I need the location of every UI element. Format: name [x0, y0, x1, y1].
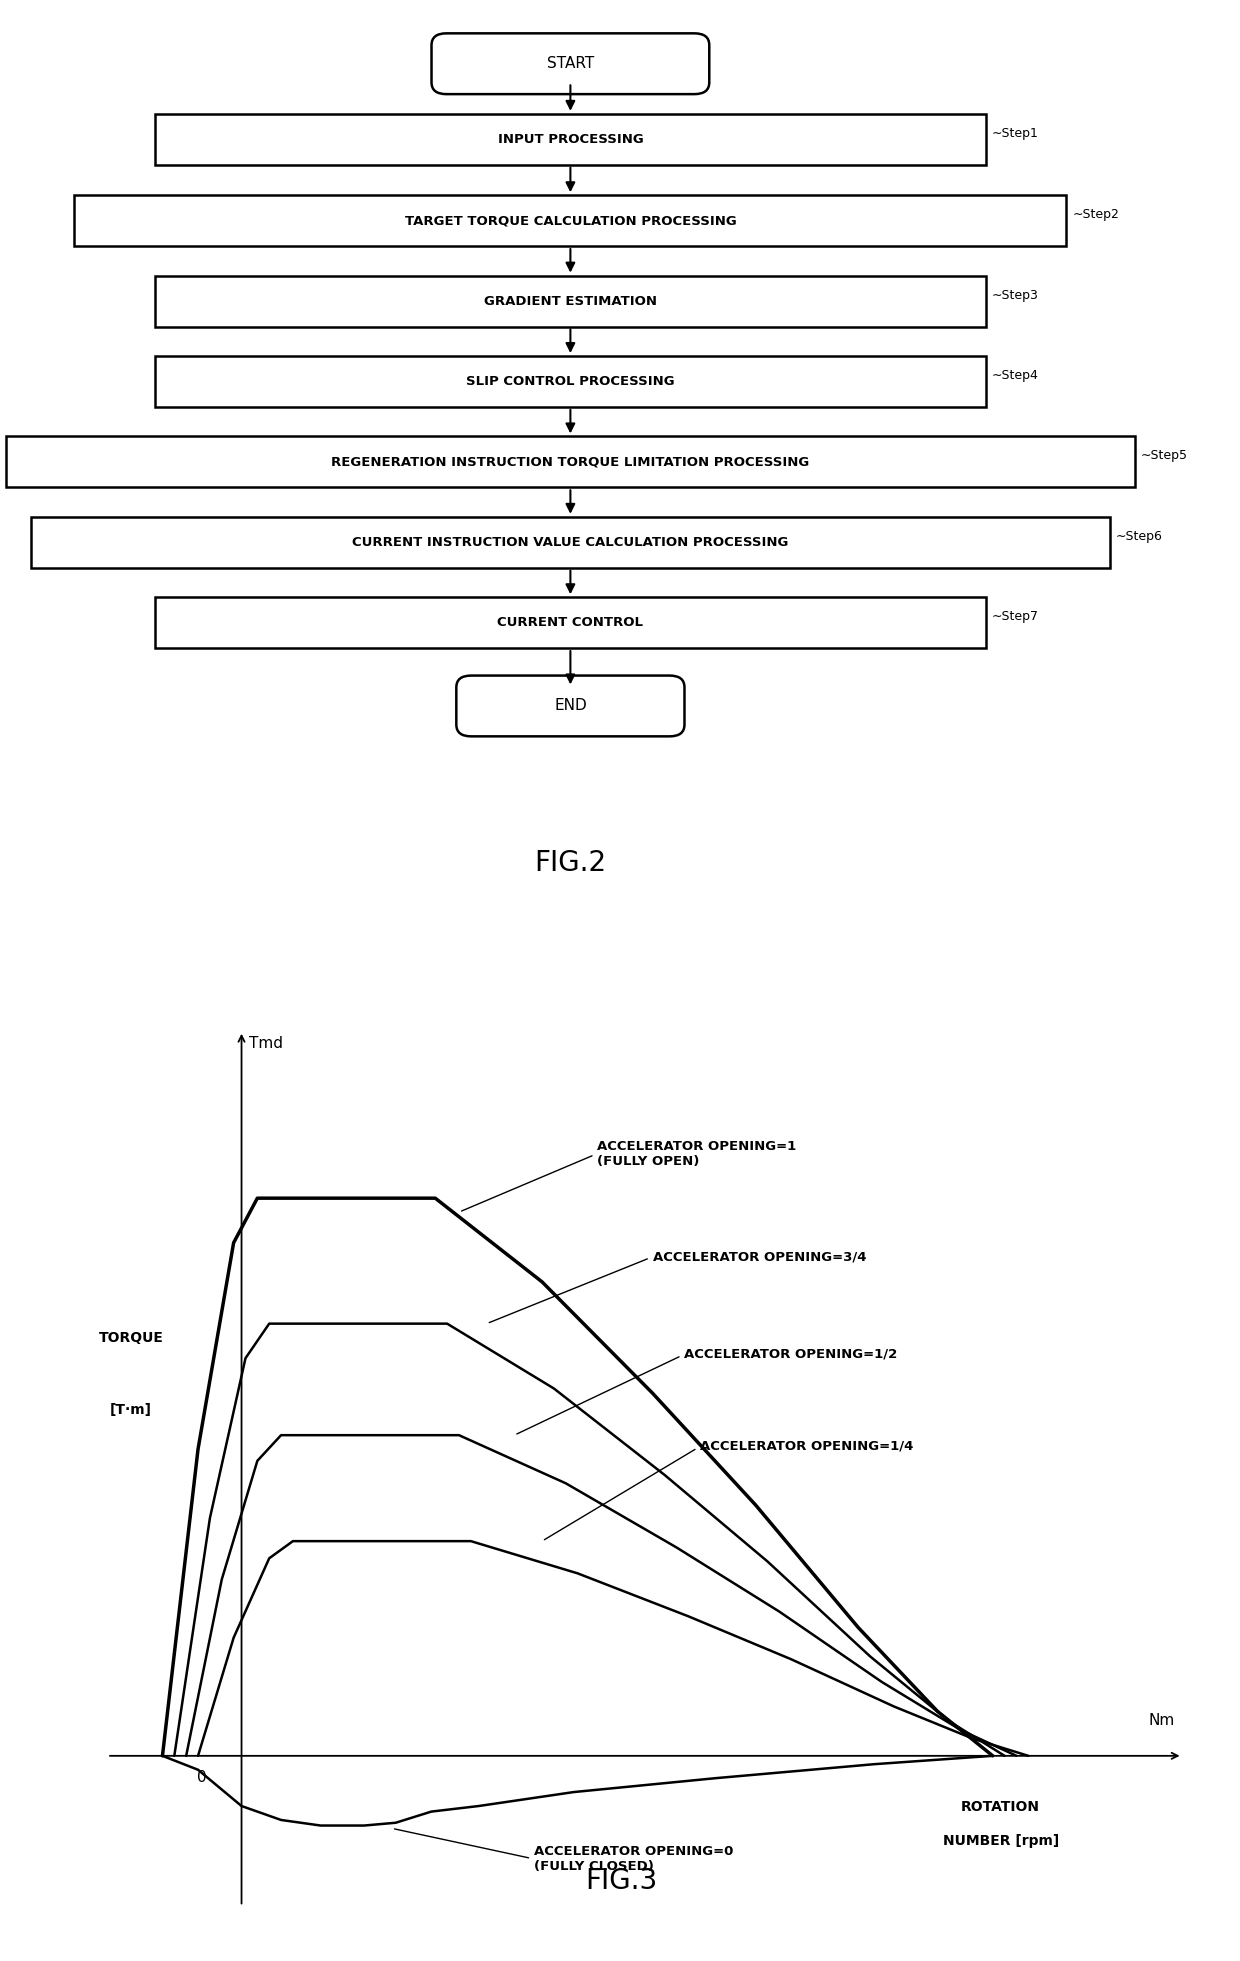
Text: GRADIENT ESTIMATION: GRADIENT ESTIMATION: [484, 294, 657, 308]
Bar: [31, 516, 1110, 569]
Text: CURRENT CONTROL: CURRENT CONTROL: [497, 616, 644, 629]
Text: FIG.2: FIG.2: [534, 849, 606, 877]
Text: ACCELERATOR OPENING=1
(FULLY OPEN): ACCELERATOR OPENING=1 (FULLY OPEN): [461, 1139, 796, 1212]
Bar: [74, 194, 1066, 247]
Text: SLIP CONTROL PROCESSING: SLIP CONTROL PROCESSING: [466, 375, 675, 388]
Text: ACCELERATOR OPENING=0
(FULLY CLOSED): ACCELERATOR OPENING=0 (FULLY CLOSED): [394, 1830, 734, 1873]
Text: ∼Step4: ∼Step4: [992, 369, 1039, 382]
Text: ∼Step3: ∼Step3: [992, 288, 1039, 302]
Text: INPUT PROCESSING: INPUT PROCESSING: [497, 133, 644, 145]
Text: ACCELERATOR OPENING=1/2: ACCELERATOR OPENING=1/2: [517, 1347, 898, 1433]
Bar: [155, 355, 986, 408]
Bar: [155, 596, 986, 647]
Text: TORQUE: TORQUE: [98, 1332, 164, 1345]
Text: ROTATION: ROTATION: [961, 1800, 1040, 1814]
Text: FIG.3: FIG.3: [585, 1867, 657, 1894]
Text: Tmd: Tmd: [249, 1037, 284, 1051]
Text: ∼Step2: ∼Step2: [1073, 208, 1120, 222]
Text: ∼Step6: ∼Step6: [1116, 529, 1163, 543]
Text: TARGET TORQUE CALCULATION PROCESSING: TARGET TORQUE CALCULATION PROCESSING: [404, 214, 737, 227]
FancyBboxPatch shape: [456, 675, 684, 737]
Text: REGENERATION INSTRUCTION TORQUE LIMITATION PROCESSING: REGENERATION INSTRUCTION TORQUE LIMITATI…: [331, 455, 810, 469]
Text: ACCELERATOR OPENING=3/4: ACCELERATOR OPENING=3/4: [490, 1251, 867, 1322]
Bar: [155, 275, 986, 326]
FancyBboxPatch shape: [432, 33, 709, 94]
Text: NUMBER [rpm]: NUMBER [rpm]: [942, 1834, 1059, 1847]
Text: END: END: [554, 698, 587, 714]
Bar: [155, 114, 986, 165]
Text: ∼Step1: ∼Step1: [992, 127, 1039, 139]
Text: 0: 0: [197, 1769, 207, 1785]
Bar: [6, 435, 1135, 488]
Text: ∼Step5: ∼Step5: [1141, 449, 1188, 463]
Text: [T·m]: [T·m]: [110, 1402, 151, 1418]
Text: ∼Step7: ∼Step7: [992, 610, 1039, 624]
Text: START: START: [547, 57, 594, 71]
Text: CURRENT INSTRUCTION VALUE CALCULATION PROCESSING: CURRENT INSTRUCTION VALUE CALCULATION PR…: [352, 535, 789, 549]
Text: Nm: Nm: [1148, 1714, 1174, 1728]
Text: ACCELERATOR OPENING=1/4: ACCELERATOR OPENING=1/4: [544, 1439, 914, 1539]
